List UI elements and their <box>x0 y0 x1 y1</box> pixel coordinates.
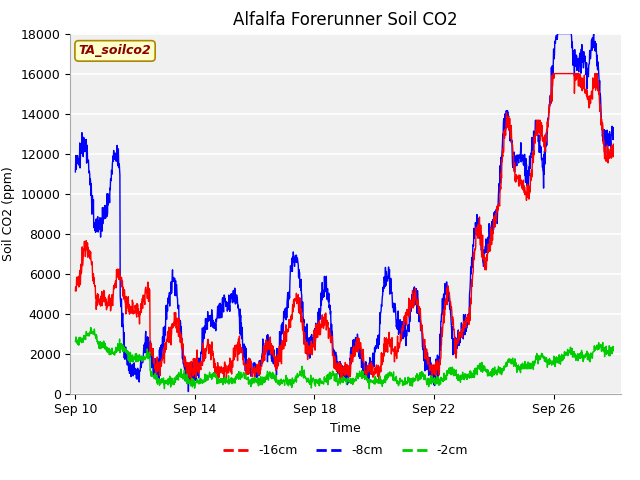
Y-axis label: Soil CO2 (ppm): Soil CO2 (ppm) <box>3 166 15 261</box>
X-axis label: Time: Time <box>330 422 361 435</box>
Title: Alfalfa Forerunner Soil CO2: Alfalfa Forerunner Soil CO2 <box>234 11 458 29</box>
Text: TA_soilco2: TA_soilco2 <box>79 44 152 58</box>
Legend: -16cm, -8cm, -2cm: -16cm, -8cm, -2cm <box>218 440 473 462</box>
